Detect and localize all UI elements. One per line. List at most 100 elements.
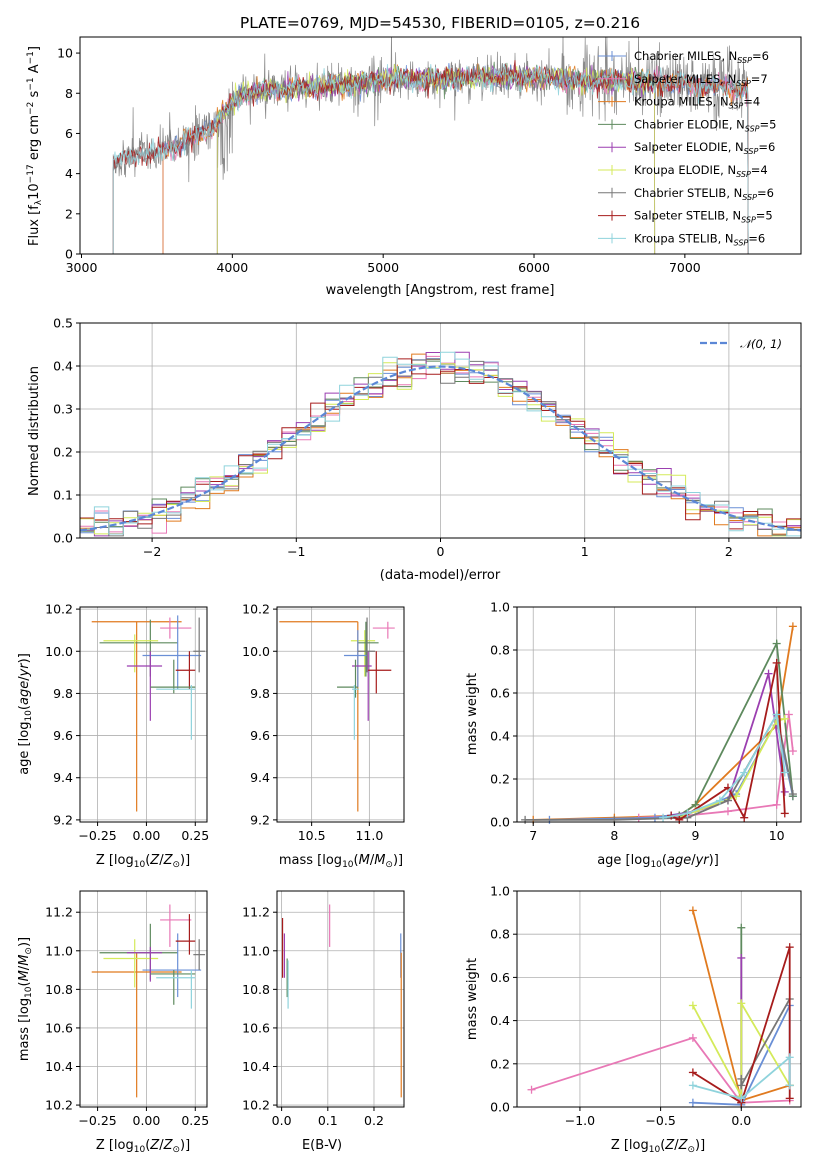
y-tick-label: 0.4 xyxy=(53,359,73,374)
residuals-xlabel: (data-model)/error xyxy=(380,568,501,583)
y-tick-label: 9.6 xyxy=(53,728,73,743)
y-tick-label: 9.4 xyxy=(250,770,270,785)
y-tick-label: 0.0 xyxy=(490,1100,510,1115)
legend-label: Kroupa ELODIE, NSSP=4 xyxy=(634,163,768,179)
legend-label: Kroupa STELIB, NSSP=6 xyxy=(634,231,765,247)
wZ-xlabel: Z [log10(Z/Z⊙)] xyxy=(611,1138,705,1155)
x-tick-label: 8 xyxy=(610,828,618,843)
y-tick-label: 6 xyxy=(65,126,73,141)
x-tick-label: 0.25 xyxy=(181,828,209,843)
y-tick-label: 10.0 xyxy=(242,644,270,659)
spectrum-ylabel: Flux [fλ10−17 erg cm−2 s−1 A−1] xyxy=(26,46,44,246)
x-tick-label: 1 xyxy=(581,544,589,559)
y-tick-label: 1.0 xyxy=(490,600,510,615)
x-tick-label: 3000 xyxy=(66,260,98,275)
x-tick-label: 0.0 xyxy=(272,1113,292,1128)
y-tick-label: 11.0 xyxy=(242,943,270,958)
x-tick-label: 0.2 xyxy=(364,1113,384,1128)
x-tick-label: 0.00 xyxy=(133,828,161,843)
legend-label: Chabrier STELIB, NSSP=6 xyxy=(634,186,774,202)
y-tick-label: 1.0 xyxy=(490,884,510,899)
spectrum-plot: 3000 4000 5000 6000 7000 0 2 4 6 8 10 xyxy=(57,36,802,275)
y-tick-label: 11.0 xyxy=(45,943,73,958)
legend-label: Salpeter ELODIE, NSSP=6 xyxy=(634,140,775,156)
y-tick-label: 9.2 xyxy=(250,812,270,827)
mass-weight-vs-age-plot: 7 8 9 10 0.0 0.2 0.4 0.6 0.8 1.0 xyxy=(490,600,802,843)
x-tick-label: 0.25 xyxy=(181,1113,209,1128)
normal-curve xyxy=(80,365,801,532)
normal-legend-label: 𝒩(0, 1) xyxy=(740,337,782,351)
x-tick-label: 0 xyxy=(437,544,445,559)
y-tick-label: 0 xyxy=(65,247,73,262)
y-tick-label: 0.0 xyxy=(490,815,510,830)
spectrum-legend: Chabrier MILES, NSSP=6 Salpeter MILES, NS… xyxy=(598,49,776,247)
y-tick-label: 4 xyxy=(65,166,73,181)
y-tick-label: 10.6 xyxy=(242,1020,270,1035)
y-tick-label: 10.6 xyxy=(45,1020,73,1035)
x-tick-label: −1 xyxy=(287,544,305,559)
y-tick-label: 10.2 xyxy=(242,1098,270,1113)
x-tick-label: −0.5 xyxy=(645,1113,675,1128)
x-tick-label: 2 xyxy=(725,544,733,559)
y-tick-label: 0.1 xyxy=(53,488,73,503)
axes-frame xyxy=(79,36,802,255)
massEbv-xlabel: E(B-V) xyxy=(302,1138,342,1153)
y-tick-label: 10 xyxy=(57,46,73,61)
y-tick-label: 0.5 xyxy=(53,316,73,331)
x-tick-label: 0.1 xyxy=(318,1113,338,1128)
y-tick-label: 10.8 xyxy=(45,982,73,997)
x-tick-label: 7000 xyxy=(669,260,701,275)
weight-series-line xyxy=(670,662,786,821)
histogram-steps xyxy=(80,351,801,537)
y-tick-label: 10.2 xyxy=(45,1098,73,1113)
wAge-xlabel: age [log10(age/yr)] xyxy=(597,853,719,870)
mass-vs-metallicity-plot: −0.25 0.00 0.25 10.2 10.4 10.6 10.8 11.0 11.2 xyxy=(45,890,209,1128)
age-vs-mass-plot: 10.5 11.0 9.2 9.4 9.6 9.8 10.0 10.2 xyxy=(242,602,405,843)
y-tick-label: 0.4 xyxy=(490,1013,510,1028)
axes-frame xyxy=(276,606,405,823)
mass-weight-vs-metallicity-plot: −1.0 −0.5 0.0 0.0 0.2 0.4 0.6 0.8 1.0 xyxy=(490,884,802,1128)
y-tick-label: 9.8 xyxy=(250,686,270,701)
y-tick-label: 10.4 xyxy=(242,1059,270,1074)
x-tick-label: 9 xyxy=(692,828,700,843)
residuals-legend: 𝒩(0, 1) xyxy=(700,337,782,351)
y-tick-label: 9.4 xyxy=(53,770,73,785)
y-tick-label: 0.3 xyxy=(53,402,73,417)
axes-frame xyxy=(79,890,208,1108)
legend-label: Chabrier MILES, NSSP=6 xyxy=(634,49,769,65)
x-tick-label: 4000 xyxy=(216,260,248,275)
axes-frame xyxy=(516,606,802,823)
x-tick-label: 0.0 xyxy=(731,1113,751,1128)
massZ-ylabel: mass [log10(M/M⊙)] xyxy=(17,937,34,1061)
legend-label: Salpeter MILES, NSSP=7 xyxy=(634,72,768,88)
y-tick-label: 10.4 xyxy=(45,1059,73,1074)
x-tick-label: −2 xyxy=(143,544,161,559)
x-tick-label: 5000 xyxy=(367,260,399,275)
axes-frame xyxy=(276,890,405,1108)
age-vs-metallicity-plot: −0.25 0.00 0.25 9.2 9.4 9.6 9.8 10.0 10.2 xyxy=(45,602,209,843)
y-tick-label: 9.8 xyxy=(53,686,73,701)
residual-histogram-plot: −2 −1 0 1 2 0.0 0.1 0.2 0.3 0.4 0.5 xyxy=(53,316,802,559)
y-tick-label: 0.4 xyxy=(490,729,510,744)
y-tick-label: 0.8 xyxy=(490,927,510,942)
massZ-xlabel: Z [log10(Z/Z⊙)] xyxy=(96,1138,190,1155)
weight-series-line xyxy=(692,1055,791,1100)
histogram-series-step xyxy=(80,351,801,537)
ageMass-xlabel: mass [log10(M/M⊙)] xyxy=(279,853,403,870)
y-tick-label: 0.8 xyxy=(490,643,510,658)
y-tick-label: 11.2 xyxy=(45,905,73,920)
spectrum-xlabel: wavelength [Angstrom, rest frame] xyxy=(326,283,555,298)
ageZ-ylabel: age [log10(age/yr)] xyxy=(17,653,34,775)
y-tick-label: 9.6 xyxy=(250,728,270,743)
y-tick-label: 2 xyxy=(65,206,73,221)
y-tick-label: 0.6 xyxy=(490,686,510,701)
legend-label: Chabrier ELODIE, NSSP=5 xyxy=(634,117,776,133)
weight-series-line xyxy=(692,946,791,1105)
y-tick-label: 0.6 xyxy=(490,970,510,985)
x-tick-label: 10 xyxy=(769,828,785,843)
legend-label: Kroupa MILES, NSSP=4 xyxy=(634,95,760,111)
weight-series-line xyxy=(531,1036,790,1104)
ageZ-xlabel: Z [log10(Z/Z⊙)] xyxy=(96,853,190,870)
y-tick-label: 8 xyxy=(65,86,73,101)
